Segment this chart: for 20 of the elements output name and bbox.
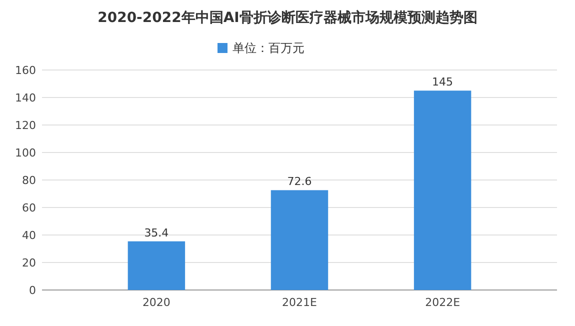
x-tick-label: 2020 [142, 296, 170, 309]
bar [270, 190, 328, 290]
y-tick-label: 160 [15, 64, 36, 77]
data-label: 72.6 [287, 175, 312, 188]
y-tick-label: 80 [22, 174, 36, 187]
y-tick-label: 120 [15, 119, 36, 132]
y-tick-label: 60 [22, 202, 36, 214]
y-tick-label: 40 [22, 229, 36, 242]
bar [128, 241, 186, 290]
chart-title: 2020-2022年中国AI骨折诊断医疗器械市场规模预测趋势图 [98, 9, 478, 26]
data-label: 145 [432, 76, 454, 89]
legend-label: 单位：百万元 [232, 41, 304, 55]
y-tick-label: 140 [15, 92, 36, 104]
y-tick-label: 0 [29, 284, 36, 297]
y-tick-label: 100 [15, 146, 36, 160]
data-label: 35.4 [144, 226, 169, 240]
bar [414, 90, 472, 290]
y-tick-label: 20 [22, 256, 36, 270]
x-tick-label: 2021E [282, 296, 318, 309]
x-tick-label: 2022E [425, 296, 460, 309]
